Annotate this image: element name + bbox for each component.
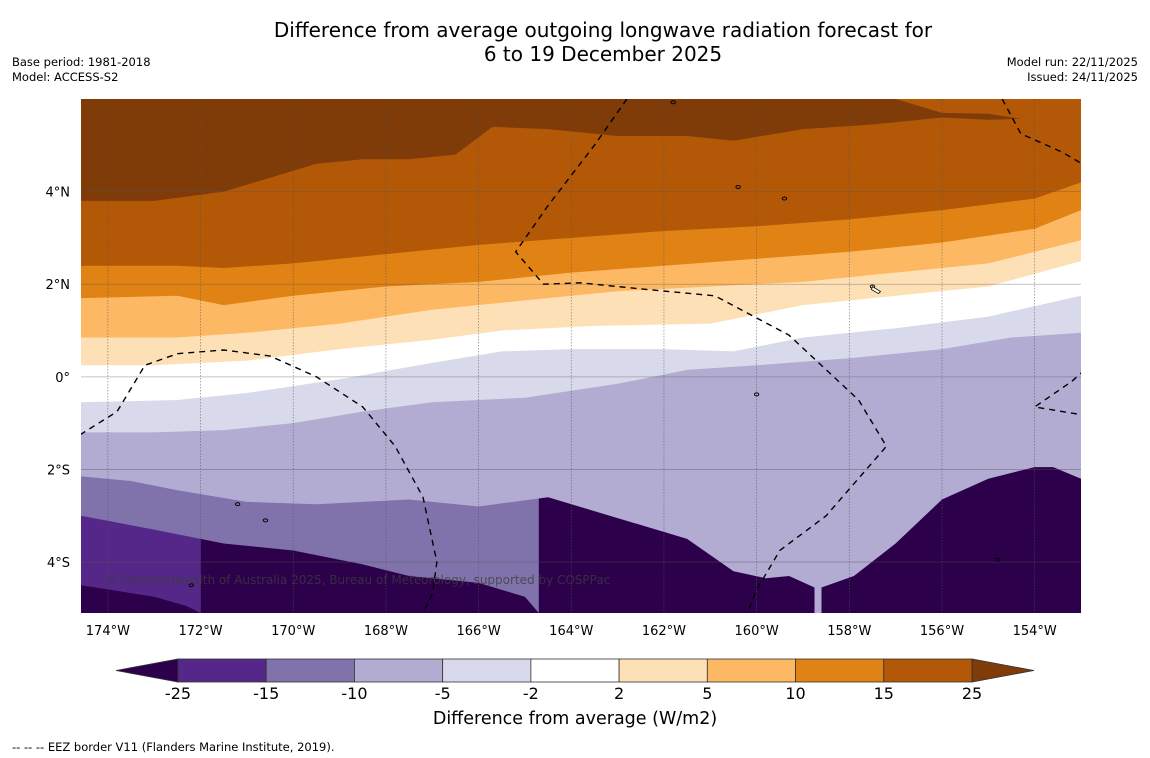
- island-outline: [994, 557, 1001, 562]
- contour-bands: [81, 99, 1081, 613]
- lon-tick-label: 164°W: [549, 624, 593, 639]
- island-outline: [234, 502, 241, 507]
- title-line-1: Difference from average outgoing longwav…: [273, 18, 933, 42]
- colorbar-under-arrow: [115, 658, 179, 683]
- kiritimati-island: [870, 285, 882, 295]
- islands: [188, 100, 1001, 588]
- lat-tick-label: 2°N: [46, 278, 71, 293]
- lon-tick-label: 168°W: [364, 624, 408, 639]
- lon-tick-label: 154°W: [1013, 624, 1057, 639]
- band-_25: [81, 99, 1021, 201]
- island-outline: [188, 583, 194, 588]
- lon-tick-label: 156°W: [920, 624, 964, 639]
- colorbar-tick-label: 15: [874, 684, 894, 703]
- colorbar-tick-label: 25: [962, 684, 982, 703]
- colorbar: -25 -15 -10 -5 -2 2 5 10 15 25: [115, 658, 1035, 703]
- island-outline: [735, 184, 741, 189]
- colorbar-tick-label: -25: [165, 684, 191, 703]
- eez-border-line: [81, 349, 438, 613]
- colorbar-segment: [795, 658, 885, 683]
- model-name: Model: ACCESS-S2: [12, 70, 119, 84]
- model-run: Model run: 22/11/2025: [1006, 55, 1138, 69]
- lat-tick-label: 4°S: [47, 556, 70, 571]
- lon-tick-label: 170°W: [271, 624, 315, 639]
- lat-tick-label: 0°: [55, 371, 70, 386]
- colorbar-segment: [265, 658, 355, 683]
- latitude-tick-labels: 4°N 2°N 0° 2°S 4°S: [46, 186, 71, 571]
- colorbar-segment: [706, 658, 796, 683]
- copyright-credit: © Commonwealth of Australia 2025, Bureau…: [105, 573, 610, 587]
- colorbar-segment: [177, 658, 267, 683]
- base-period: Base period: 1981-2018: [12, 55, 151, 69]
- lon-tick-label: 174°W: [86, 624, 130, 639]
- island-outline: [262, 518, 269, 523]
- lat-tick-label: 4°N: [46, 186, 71, 201]
- lon-tick-label: 162°W: [642, 624, 686, 639]
- colorbar-segment: [530, 658, 620, 683]
- colorbar-tick-label: 2: [614, 684, 624, 703]
- colorbar-segment: [618, 658, 708, 683]
- chart-title: Difference from average outgoing longwav…: [0, 18, 1150, 66]
- lon-tick-label: 166°W: [457, 624, 501, 639]
- meta-right: Model run: 22/11/2025 Issued: 24/11/2025: [1007, 55, 1138, 85]
- island-outline: [753, 392, 760, 397]
- eez-footnote: -- -- -- EEZ border V11 (Flanders Marine…: [12, 740, 335, 754]
- colorbar-segment: [883, 658, 973, 683]
- issued-date: Issued: 24/11/2025: [1027, 70, 1138, 84]
- eez-border-line: [1001, 99, 1081, 417]
- island-outline: [781, 196, 788, 201]
- title-line-2: 6 to 19 December 2025: [483, 42, 723, 66]
- graticule: [81, 99, 1081, 613]
- lon-tick-label: 158°W: [827, 624, 871, 639]
- colorbar-segment: [354, 658, 444, 683]
- colorbar-tick-label: 5: [702, 684, 712, 703]
- colorbar-tick-label: 10: [785, 684, 805, 703]
- eez-borders: [81, 99, 1081, 613]
- colorbar-tick-label: -2: [523, 684, 539, 703]
- longitude-tick-labels: 174°W 172°W 170°W 168°W 166°W 164°W 162°W 160°W…: [86, 624, 1057, 639]
- lon-tick-label: 160°W: [735, 624, 779, 639]
- lon-tick-label: 172°W: [178, 624, 222, 639]
- lat-tick-label: 2°S: [47, 463, 70, 478]
- colorbar-tick-label: -15: [253, 684, 279, 703]
- colorbar-label: Difference from average (W/m2): [432, 709, 718, 729]
- meta-left: Base period: 1981-2018 Model: ACCESS-S2: [12, 55, 151, 85]
- colorbar-tick-label: -5: [435, 684, 451, 703]
- colorbar-over-arrow: [971, 658, 1035, 683]
- island-outline: [670, 100, 676, 105]
- colorbar-segment: [442, 658, 532, 683]
- colorbar-tick-label: -10: [341, 684, 367, 703]
